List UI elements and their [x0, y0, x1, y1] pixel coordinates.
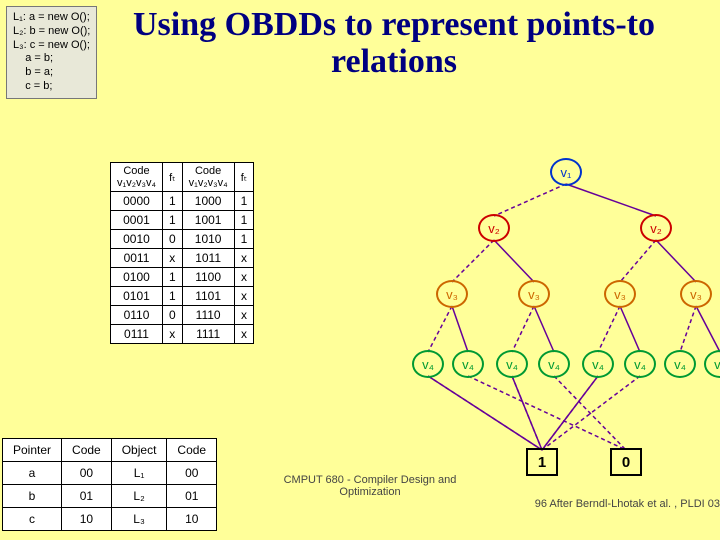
- obdd-node: v₄: [704, 350, 720, 378]
- obdd-node: v₄: [582, 350, 614, 378]
- obdd-node: v₄: [452, 350, 484, 378]
- page-title: Using OBDDs to represent points-to relat…: [74, 6, 714, 81]
- footer-center: CMPUT 680 - Compiler Design and Optimiza…: [270, 474, 470, 498]
- pointer-table: PointerCodeObjectCodea00L₁00b01L₂01c10L₃…: [2, 438, 217, 531]
- obdd-node: v₁: [550, 158, 582, 186]
- obdd-node: v₄: [538, 350, 570, 378]
- obdd-terminal: 0: [610, 448, 642, 476]
- obdd-node: v₄: [624, 350, 656, 378]
- obdd-node: v₂: [640, 214, 672, 242]
- obdd-node: v₄: [496, 350, 528, 378]
- obdd-node: v₄: [412, 350, 444, 378]
- footer-right: 96 After Berndl-Lhotak et al. , PLDI 03: [500, 498, 720, 510]
- obdd-node: v₃: [518, 280, 550, 308]
- obdd-node: v₃: [604, 280, 636, 308]
- obdd-node: v₃: [436, 280, 468, 308]
- obdd-node: v₂: [478, 214, 510, 242]
- obdd-terminal: 1: [526, 448, 558, 476]
- obdd-node: v₄: [664, 350, 696, 378]
- obdd-node: v₃: [680, 280, 712, 308]
- truth-table: Code v₁v₂v₃v₄fₜCode v₁v₂v₃v₄fₜ 000011000…: [110, 162, 254, 344]
